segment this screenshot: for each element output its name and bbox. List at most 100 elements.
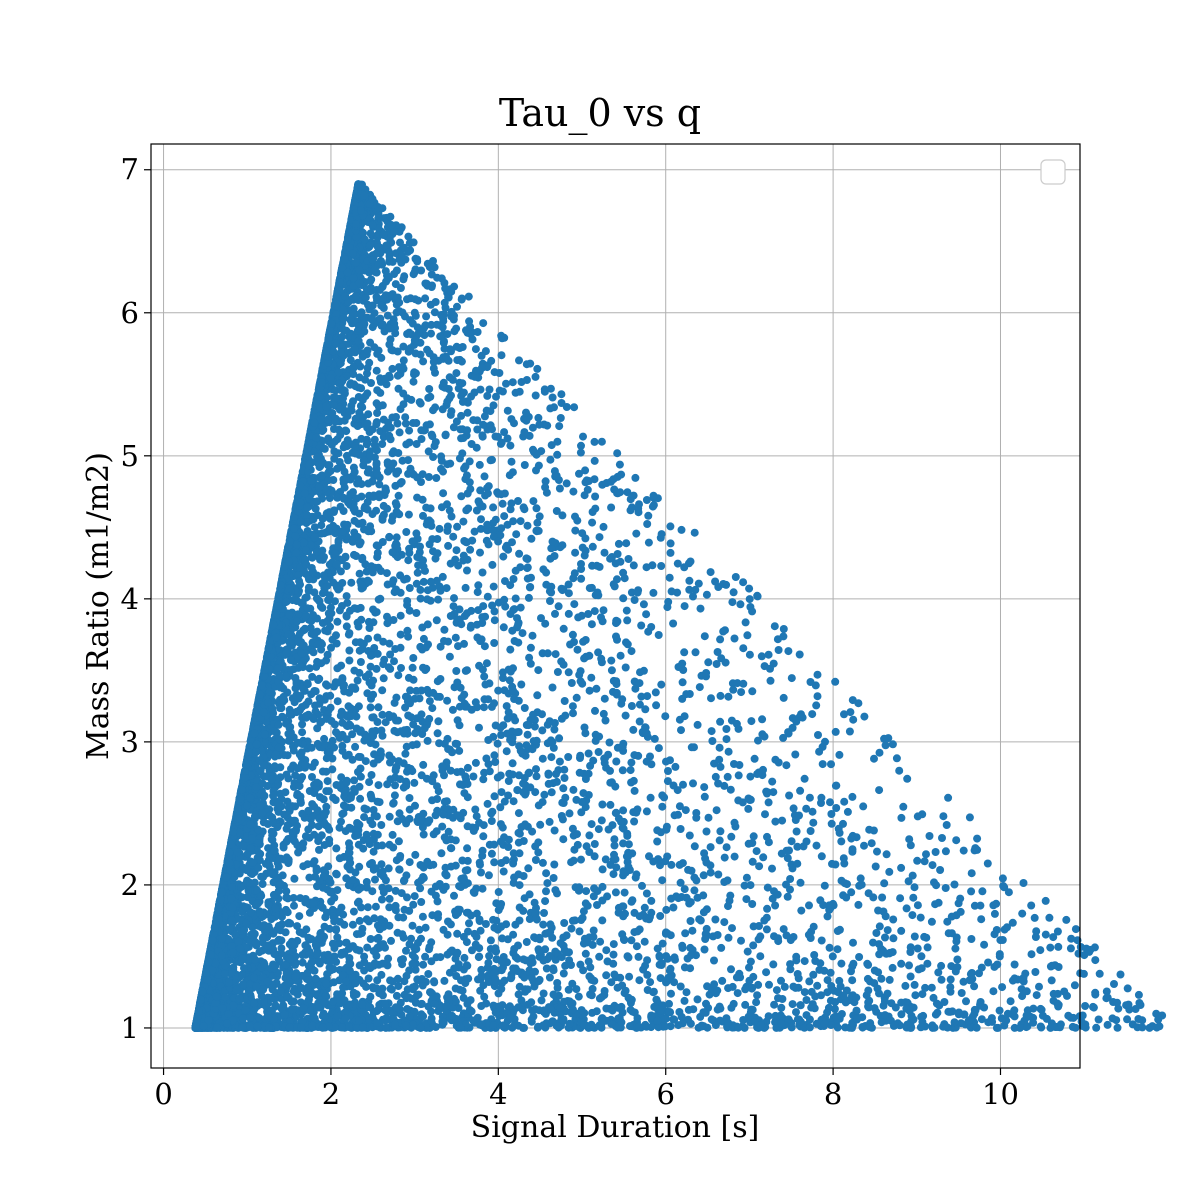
- scatter-point: [678, 678, 687, 687]
- scatter-point: [722, 725, 731, 733]
- scatter-point: [425, 385, 434, 393]
- scatter-point: [342, 874, 351, 883]
- scatter-point: [316, 793, 324, 802]
- scatter-point: [1138, 1023, 1147, 1032]
- scatter-point: [427, 320, 436, 329]
- scatter-point: [337, 773, 346, 782]
- scatter-point: [314, 957, 323, 966]
- scatter-point: [658, 876, 667, 885]
- scatter-point: [298, 728, 307, 737]
- scatter-point: [411, 965, 420, 974]
- scatter-point: [355, 916, 364, 925]
- scatter-point: [723, 772, 732, 781]
- scatter-point: [400, 727, 409, 736]
- scatter-point: [762, 913, 771, 922]
- scatter-point: [594, 648, 603, 657]
- scatter-point: [609, 940, 618, 949]
- scatter-point: [736, 600, 745, 609]
- scatter-point: [480, 472, 489, 481]
- scatter-point: [819, 901, 828, 910]
- scatter-point: [686, 917, 695, 925]
- scatter-point: [487, 817, 496, 825]
- scatter-point: [965, 976, 974, 985]
- scatter-point: [1134, 1015, 1143, 1023]
- scatter-point: [970, 846, 979, 855]
- scatter-point: [427, 887, 436, 896]
- scatter-point: [934, 968, 943, 977]
- scatter-point: [598, 865, 607, 874]
- scatter-point: [941, 884, 950, 892]
- scatter-point: [291, 986, 300, 995]
- scatter-point: [405, 544, 414, 553]
- scatter-point: [771, 817, 780, 826]
- scatter-point: [509, 878, 518, 887]
- scatter-point: [309, 648, 318, 657]
- scatter-point: [311, 504, 320, 513]
- scatter-point: [446, 612, 455, 620]
- scatter-point: [973, 834, 982, 843]
- scatter-point: [306, 540, 315, 549]
- scatter-point: [429, 453, 438, 461]
- scatter-point: [478, 568, 487, 577]
- scatter-point: [944, 793, 953, 802]
- scatter-point: [460, 639, 468, 648]
- scatter-point: [587, 820, 596, 829]
- scatter-point: [942, 821, 951, 829]
- scatter-point: [956, 894, 965, 903]
- scatter-point: [389, 616, 398, 624]
- scatter-point: [492, 392, 500, 401]
- scatter-point: [495, 386, 504, 395]
- scatter-point: [483, 592, 492, 601]
- scatter-point: [796, 878, 805, 887]
- scatter-point: [998, 874, 1007, 883]
- scatter-point: [786, 875, 795, 883]
- scatter-point: [817, 852, 826, 861]
- scatter-point: [463, 822, 472, 831]
- scatter-point: [506, 441, 515, 450]
- scatter-point: [463, 844, 472, 853]
- scatter-point: [990, 930, 999, 939]
- scatter-point: [1089, 1002, 1097, 1011]
- scatter-point: [681, 929, 690, 938]
- scatter-point: [509, 575, 518, 583]
- scatter-point: [364, 974, 373, 983]
- scatter-point: [743, 631, 752, 640]
- scatter-point: [977, 915, 986, 924]
- scatter-point: [895, 766, 904, 775]
- scatter-point: [525, 915, 534, 923]
- scatter-point: [569, 487, 578, 496]
- scatter-point: [385, 533, 394, 542]
- scatter-point: [564, 609, 573, 618]
- scatter-point: [463, 566, 471, 575]
- scatter-point: [551, 650, 560, 659]
- scatter-point: [872, 929, 881, 937]
- scatter-point: [994, 1023, 1002, 1032]
- scatter-point: [535, 512, 544, 521]
- scatter-point: [582, 887, 591, 896]
- scatter-point: [475, 460, 484, 469]
- scatter-point: [588, 518, 597, 527]
- scatter-point: [478, 884, 487, 893]
- scatter-point: [720, 853, 729, 862]
- scatter-point: [733, 679, 742, 688]
- scatter-point: [875, 748, 884, 757]
- scatter-point: [356, 658, 365, 666]
- scatter-point: [652, 701, 661, 710]
- scatter-point: [405, 584, 414, 592]
- scatter-point: [607, 503, 616, 512]
- scatter-point: [490, 751, 499, 760]
- scatter-point: [494, 888, 503, 896]
- scatter-point: [777, 976, 785, 985]
- scatter-point: [962, 997, 970, 1006]
- scatter-point: [1006, 997, 1015, 1006]
- scatter-point: [353, 676, 362, 685]
- scatter-point: [950, 880, 959, 889]
- scatter-point: [897, 926, 906, 935]
- scatter-point: [854, 900, 863, 909]
- scatter-point: [571, 526, 580, 535]
- scatter-point: [581, 949, 590, 958]
- scatter-point: [647, 908, 656, 917]
- scatter-point: [439, 314, 448, 323]
- scatter-point: [451, 633, 460, 642]
- scatter-point: [1049, 989, 1058, 998]
